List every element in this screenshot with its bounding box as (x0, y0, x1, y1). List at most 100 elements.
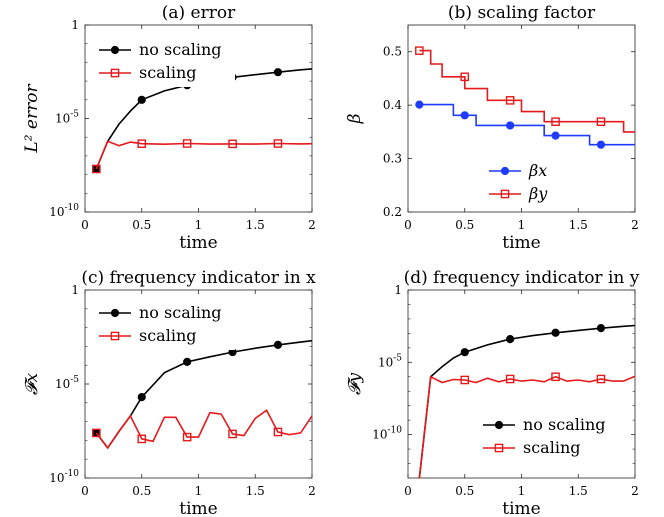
x-axis-label: time (502, 499, 540, 517)
x-tick-label: 0 (81, 218, 89, 232)
series-line-square (419, 49, 635, 133)
data-point-square (460, 375, 470, 385)
x-tick-label: 2 (631, 218, 639, 232)
data-point-dot (273, 340, 283, 350)
y-tick-label-exponent: -5 (70, 375, 79, 385)
x-tick-label: 1.5 (246, 218, 265, 232)
x-axis-label: time (502, 233, 540, 253)
y-axis-label: 𝓕x (22, 373, 42, 396)
legend-box (93, 300, 235, 350)
legend-marker-square (110, 68, 120, 78)
legend-label: βy (528, 184, 548, 203)
legend-marker-square (494, 443, 504, 453)
y-tick-label-base: 10 (378, 355, 393, 369)
legend-marker-dot (500, 166, 510, 176)
legend: no scaling scaling (477, 412, 629, 462)
data-point-square (92, 164, 101, 174)
x-tick-label: 0 (404, 484, 412, 498)
legend-box (483, 158, 565, 206)
y-tick-label-base: 10 (49, 471, 64, 485)
x-tick-label: 0.5 (455, 218, 474, 232)
y-tick-label: 1 (394, 283, 402, 297)
y-tick-label-base: 10 (372, 428, 387, 442)
data-point-square (182, 139, 192, 148)
x-tick-label: 1.5 (569, 484, 588, 498)
x-tick-label: 1 (195, 218, 203, 232)
data-point-dot (137, 95, 146, 104)
data-point-dot (551, 328, 560, 337)
panel-title: (d) frequency indicator in y (404, 268, 640, 288)
data-point-dot (137, 393, 146, 402)
legend-marker-dot (494, 420, 504, 430)
legend-label: no scaling (139, 40, 222, 59)
y-tick-label: 10-5 (378, 353, 402, 369)
y-tick-label: 10-5 (55, 110, 79, 126)
data-point-dot (506, 121, 515, 130)
x-tick-label: 0 (404, 218, 412, 232)
legend-marker-square (110, 331, 120, 341)
data-point-dot (183, 357, 192, 366)
legend: no scaling scaling (93, 37, 235, 87)
y-tick-label: 10-10 (49, 469, 79, 485)
x-tick-label: 1.5 (246, 484, 265, 498)
y-tick-label-base: 10 (55, 377, 70, 391)
data-point-square (273, 139, 283, 148)
legend-label: βx (528, 161, 547, 180)
panel-b: 0 0.5 1 1.5 2 0.2 0.3 0.4 0.5 (b) scaling factor t… (345, 3, 639, 253)
series-line-square (95, 140, 312, 170)
y-tick-label: 10-5 (55, 375, 79, 391)
data-point-square (137, 139, 147, 148)
y-axis-label: β (345, 113, 365, 124)
data-point-square (505, 96, 515, 105)
y-tick-label: 1 (71, 18, 79, 32)
x-tick-label: 2 (631, 484, 639, 498)
x-axis-label: time (179, 233, 217, 253)
data-point-dot (506, 335, 515, 344)
y-tick-label-exponent: -5 (393, 353, 402, 363)
x-tick-label: 1 (518, 218, 526, 232)
panel-title: (b) scaling factor (448, 3, 596, 23)
data-point-square (228, 139, 237, 149)
series-line-square (418, 375, 635, 478)
legend: βx βy (483, 158, 565, 206)
data-point-dot (596, 324, 606, 333)
data-point-square (137, 434, 147, 444)
legend-label: no scaling (523, 415, 606, 434)
y-tick-label: 10-10 (49, 203, 79, 219)
data-point-square (415, 46, 424, 55)
data-point-dot (273, 68, 283, 77)
data-point-square (551, 117, 560, 127)
legend-label: no scaling (139, 303, 222, 322)
data-point-dot (460, 111, 469, 120)
y-tick-label-base: 10 (55, 112, 70, 126)
y-tick-label: 0.2 (383, 205, 402, 219)
y-tick-label: 0.5 (383, 45, 402, 59)
data-point-square (273, 427, 283, 437)
legend-label: scaling (139, 326, 197, 345)
y-axis-label: 𝓕y (345, 373, 365, 396)
y-axis-label: L² error (22, 84, 42, 154)
x-axis-label: time (179, 499, 217, 517)
data-point-dot (415, 100, 424, 109)
y-tick-label: 1 (71, 283, 79, 297)
legend-label: scaling (139, 63, 197, 82)
y-tick-label-exponent: -10 (65, 469, 80, 479)
x-tick-label: 0.5 (132, 484, 151, 498)
x-tick-label: 2 (308, 218, 316, 232)
y-tick-label-base: 10 (49, 205, 64, 219)
data-point-square (92, 428, 101, 438)
y-tick-label-exponent: -10 (65, 203, 80, 213)
data-point-square (182, 432, 192, 442)
y-tick-label-exponent: -5 (70, 110, 79, 120)
x-tick-label: 0.5 (455, 484, 474, 498)
y-tick-label-exponent: -10 (388, 426, 403, 436)
y-tick-label: 0.3 (383, 152, 402, 166)
legend-box (477, 412, 629, 462)
x-tick-label: 1 (518, 484, 526, 498)
data-point-square (505, 374, 515, 384)
data-point-square (551, 372, 560, 382)
